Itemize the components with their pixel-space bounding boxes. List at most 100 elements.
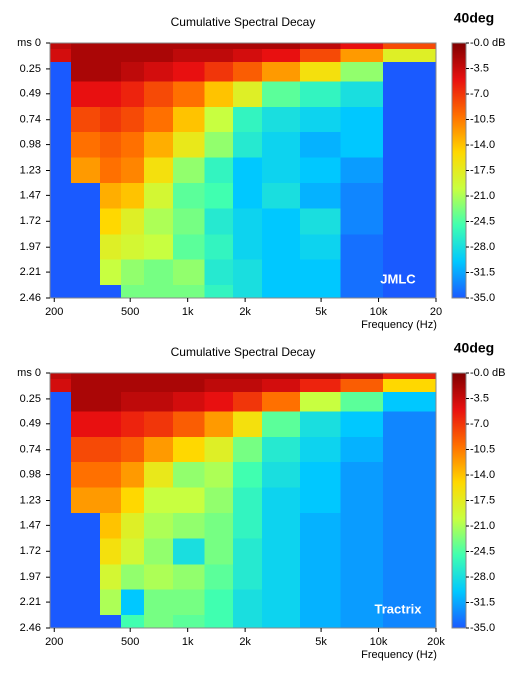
y-tick-label: ms 0 — [17, 367, 41, 379]
heatmap-cell — [383, 106, 437, 133]
heatmap-cell — [144, 392, 174, 412]
heatmap-cell — [71, 157, 101, 184]
colorbar-tick-label: -31.5 — [470, 596, 495, 608]
heatmap-cell — [261, 49, 301, 63]
heatmap-cell — [144, 81, 174, 108]
heatmap-cell — [261, 132, 301, 159]
heatmap-cell — [340, 436, 384, 463]
heatmap-cell — [383, 208, 437, 235]
heatmap-cell — [299, 62, 342, 82]
heatmap-cell — [340, 106, 384, 133]
heatmap-cell — [120, 615, 145, 629]
y-tick-label: 2.21 — [20, 596, 41, 608]
heatmap-cell — [233, 538, 263, 565]
heatmap-cell — [172, 81, 205, 108]
heatmap-cell — [50, 208, 72, 235]
heatmap-cell — [233, 43, 263, 50]
heatmap-cell — [120, 182, 145, 209]
heatmap-cell — [120, 43, 145, 50]
heatmap-cell — [233, 234, 263, 261]
heatmap-cell — [261, 436, 301, 463]
heatmap-cell — [299, 285, 342, 299]
x-tick-label: 1k — [182, 306, 194, 318]
heatmap-cells — [50, 373, 437, 629]
heatmap-cell — [99, 259, 122, 286]
heatmap-cell — [204, 157, 234, 184]
heatmap-cell — [299, 379, 342, 393]
heatmap-cell — [144, 512, 174, 539]
heatmap-cell — [340, 49, 384, 63]
heatmap-cell — [172, 564, 205, 591]
heatmap-cell — [50, 512, 72, 539]
colorbar-tick-label: -7.0 — [470, 88, 489, 100]
chart-title: Cumulative Spectral Decay — [171, 345, 316, 359]
heatmap-cell — [233, 564, 263, 591]
heatmap-cell — [204, 462, 234, 489]
heatmap-cell — [50, 43, 72, 50]
colorbar — [451, 372, 467, 629]
heatmap-cell — [383, 49, 437, 63]
heatmap-cell — [144, 615, 174, 629]
heatmap-cell — [261, 285, 301, 299]
heatmap-cell — [120, 487, 145, 514]
heatmap-cell — [261, 157, 301, 184]
colorbar-tick-label: -24.5 — [470, 545, 495, 557]
heatmap-cell — [340, 564, 384, 591]
heatmap-cell — [383, 259, 437, 286]
heatmap-cell — [261, 62, 301, 82]
heatmap-cell — [233, 81, 263, 108]
heatmap-cell — [383, 512, 437, 539]
heatmap-cell — [50, 81, 72, 108]
y-tick-label: 1.72 — [20, 215, 41, 227]
heatmap-cell — [383, 373, 437, 380]
heatmap-cell — [383, 285, 437, 299]
x-tick-label: 200 — [45, 306, 63, 318]
heatmap-cell — [172, 49, 205, 63]
x-tick-label: 5k — [315, 636, 327, 648]
heatmap-cell — [261, 234, 301, 261]
heatmap-cell — [233, 373, 263, 380]
heatmap-cell — [99, 589, 122, 616]
heatmap-cell — [120, 62, 145, 82]
y-tick-label: 2.46 — [20, 622, 41, 634]
heatmap-cell — [99, 49, 122, 63]
heatmap-cell — [383, 589, 437, 616]
heatmap-cell — [233, 589, 263, 616]
heatmap-cell — [99, 182, 122, 209]
heatmap-cell — [120, 411, 145, 438]
heatmap-cell — [172, 411, 205, 438]
heatmap-cell — [261, 208, 301, 235]
colorbar-tick-label: -21.0 — [470, 520, 495, 532]
heatmap-cell — [120, 285, 145, 299]
colorbar-tick-label: -0.0 dB — [470, 37, 505, 49]
y-tick-label: 0.49 — [20, 418, 41, 430]
heatmap-cell — [120, 81, 145, 108]
heatmap-cell — [71, 538, 101, 565]
heatmap-cell — [261, 373, 301, 380]
x-tick-label: 2k — [239, 636, 251, 648]
heatmap-cell — [71, 615, 101, 629]
y-tick-label: 2.21 — [20, 266, 41, 278]
heatmap-cell — [261, 379, 301, 393]
heatmap-cell — [299, 487, 342, 514]
heatmap-cell — [261, 589, 301, 616]
heatmap-cell — [299, 564, 342, 591]
heatmap-cell — [204, 487, 234, 514]
heatmap-cell — [261, 43, 301, 50]
heatmap-cell — [233, 106, 263, 133]
colorbar-tick-label: -0.0 dB — [470, 367, 505, 379]
heatmap-cell — [204, 285, 234, 299]
heatmap-cell — [120, 564, 145, 591]
heatmap-cell — [99, 392, 122, 412]
heatmap-cell — [50, 589, 72, 616]
y-tick-label: 0.98 — [20, 138, 41, 150]
heatmap-cell — [340, 208, 384, 235]
x-tick-label: 5k — [315, 306, 327, 318]
heatmap-cell — [204, 106, 234, 133]
heatmap-cell — [50, 379, 72, 393]
heatmap-cell — [204, 259, 234, 286]
colorbar-tick-label: -3.5 — [470, 62, 489, 74]
heatmap-cell — [204, 436, 234, 463]
heatmap-cell — [99, 132, 122, 159]
heatmap-cell — [261, 259, 301, 286]
